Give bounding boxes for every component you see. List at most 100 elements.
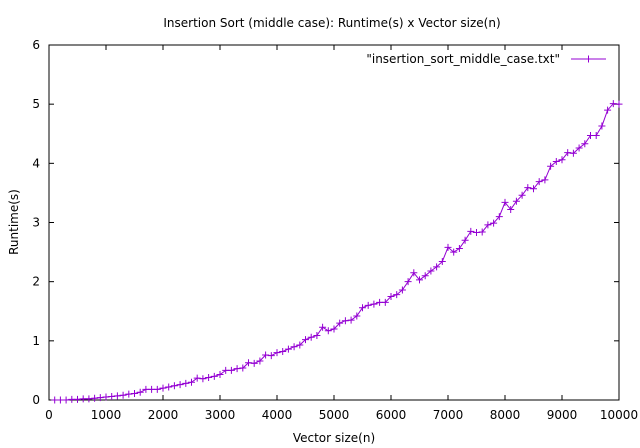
data-point-marker <box>581 140 589 148</box>
data-point-marker <box>62 396 70 404</box>
data-point-marker <box>615 100 623 108</box>
data-point-marker <box>307 333 315 341</box>
data-point-marker <box>501 198 509 206</box>
data-point-marker <box>421 272 429 280</box>
data-point-marker <box>404 278 412 286</box>
data-point-marker <box>609 100 617 108</box>
data-point-marker <box>455 245 463 253</box>
x-tick-label: 9000 <box>547 408 578 422</box>
data-point-marker <box>598 122 606 130</box>
data-point-marker <box>569 149 577 157</box>
y-tick-label: 2 <box>32 275 40 289</box>
data-point-marker <box>518 191 526 199</box>
data-point-marker <box>284 345 292 353</box>
data-point-marker <box>364 301 372 309</box>
x-tick-label: 3000 <box>205 408 236 422</box>
data-point-marker <box>393 291 401 299</box>
data-point-marker <box>438 258 446 266</box>
data-point-marker <box>136 388 144 396</box>
data-point-marker <box>398 286 406 294</box>
data-point-marker <box>74 395 81 403</box>
data-point-marker <box>296 341 304 349</box>
data-point-marker <box>410 269 418 277</box>
data-point-marker <box>512 197 520 205</box>
data-point-marker <box>592 132 600 140</box>
data-point-marker <box>108 392 116 400</box>
data-point-marker <box>113 392 121 400</box>
data-point-marker <box>370 300 378 308</box>
data-point-marker <box>205 374 213 382</box>
y-tick-label: 4 <box>32 156 40 170</box>
data-point-marker <box>535 178 543 186</box>
y-tick-label: 0 <box>32 393 40 407</box>
data-point-marker <box>256 357 264 365</box>
data-point-marker <box>153 385 161 393</box>
data-point-marker <box>324 327 332 335</box>
data-point-marker <box>353 312 361 320</box>
y-tick-label: 6 <box>32 38 40 52</box>
y-tick-label: 3 <box>32 216 40 230</box>
chart-title: Insertion Sort (middle case): Runtime(s)… <box>163 16 500 30</box>
data-point-marker <box>381 298 389 306</box>
data-point-marker <box>427 267 435 275</box>
data-point-marker <box>131 389 138 397</box>
data-point-marker <box>450 248 458 256</box>
data-point-marker <box>564 149 572 157</box>
data-point-marker <box>467 227 475 235</box>
data-point-marker <box>279 347 287 355</box>
data-point-marker <box>575 144 583 152</box>
x-tick-label: 6000 <box>376 408 407 422</box>
data-point-marker <box>262 351 270 359</box>
data-point-marker <box>302 336 309 344</box>
data-point-marker <box>119 391 127 399</box>
legend-label: "insertion_sort_middle_case.txt" <box>366 52 560 66</box>
data-point-marker <box>102 393 110 401</box>
data-point-marker <box>461 236 469 244</box>
data-point-marker <box>341 317 349 325</box>
data-point-marker <box>193 374 201 382</box>
data-point-marker <box>165 383 173 391</box>
data-point-marker <box>478 228 486 236</box>
data-point-marker <box>96 394 104 402</box>
data-point-marker <box>507 205 515 213</box>
data-point-marker <box>227 366 235 374</box>
data-point-marker <box>387 292 395 300</box>
data-point-marker <box>558 156 566 164</box>
x-tick-label: 0 <box>45 408 53 422</box>
data-point-marker <box>416 276 423 284</box>
x-tick-label: 4000 <box>262 408 293 422</box>
data-point-marker <box>541 176 549 184</box>
data-point-marker <box>319 323 327 331</box>
series-markers <box>51 100 623 404</box>
x-tick-label: 2000 <box>148 408 179 422</box>
data-point-marker <box>267 352 275 360</box>
data-point-marker <box>216 371 224 379</box>
x-tick-label: 8000 <box>490 408 521 422</box>
data-point-marker <box>188 378 195 386</box>
data-point-marker <box>484 221 492 229</box>
data-point-marker <box>433 263 441 271</box>
data-point-marker <box>273 349 281 357</box>
data-point-marker <box>530 185 537 193</box>
data-point-marker <box>290 343 298 351</box>
x-tick-label: 1000 <box>91 408 122 422</box>
data-point-marker <box>604 106 612 114</box>
data-point-marker <box>199 375 207 383</box>
data-point-marker <box>233 365 241 373</box>
y-axis-label: Runtime(s) <box>7 189 21 255</box>
y-tick-label: 1 <box>32 334 40 348</box>
data-point-marker <box>444 243 452 251</box>
data-point-marker <box>170 382 178 390</box>
data-point-marker <box>495 213 503 221</box>
legend-marker <box>585 55 592 63</box>
data-point-marker <box>473 229 480 237</box>
data-point-marker <box>159 384 167 392</box>
x-axis-label: Vector size(n) <box>293 431 375 445</box>
x-axis: 0 1000 2000 3000 4000 5000 6000 7000 8000 9000 100… <box>45 45 638 422</box>
x-tick-label: 10000 <box>600 408 638 422</box>
x-tick-label: 7000 <box>433 408 464 422</box>
data-point-marker <box>524 184 532 192</box>
data-point-marker <box>490 219 498 227</box>
data-point-marker <box>210 372 218 380</box>
data-point-marker <box>176 381 184 389</box>
